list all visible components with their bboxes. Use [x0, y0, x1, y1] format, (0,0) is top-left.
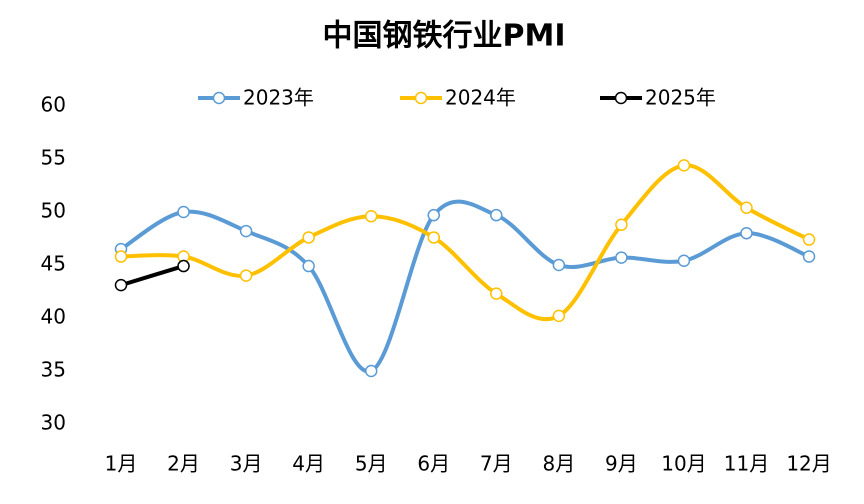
x-tick-label: 7月	[480, 452, 513, 476]
line	[120, 163, 810, 322]
legend-marker	[614, 91, 628, 105]
point	[364, 209, 378, 223]
legend-marker	[414, 91, 428, 105]
x-tick-label: 6月	[417, 452, 450, 476]
x-tick-label: 4月	[292, 452, 325, 476]
x-tick-label: 2月	[167, 452, 200, 476]
x-tick-label: 9月	[605, 452, 638, 476]
legend-label: 2024年	[445, 86, 516, 110]
point	[177, 205, 190, 219]
point	[552, 309, 566, 323]
line	[120, 264, 185, 288]
line	[119, 199, 810, 374]
y-tick-label: 60	[41, 93, 66, 117]
y-tick-label: 50	[41, 199, 66, 223]
point	[114, 250, 128, 263]
x-tick-label: 12月	[786, 452, 831, 476]
point	[427, 208, 440, 222]
point	[239, 224, 253, 238]
point	[615, 251, 628, 264]
point	[802, 233, 816, 246]
legend-label: 2023年	[243, 86, 314, 110]
point	[302, 259, 315, 273]
legend-marker	[212, 91, 226, 105]
y-tick-label: 45	[41, 252, 66, 276]
point	[364, 364, 378, 378]
point	[490, 287, 503, 300]
x-tick-label: 1月	[105, 452, 138, 476]
y-tick-label: 35	[41, 358, 66, 382]
legend-label: 2025年	[645, 86, 716, 110]
point	[427, 231, 440, 244]
point	[615, 218, 628, 231]
point	[740, 226, 753, 240]
y-tick-label: 30	[41, 411, 66, 435]
x-tick-label: 11月	[724, 452, 769, 476]
point	[302, 231, 315, 244]
point	[239, 269, 253, 282]
chart-title: 中国钢铁行业PMI	[322, 19, 565, 54]
y-tick-label: 55	[41, 146, 66, 170]
point	[177, 259, 190, 273]
point	[490, 208, 503, 222]
point	[677, 254, 691, 268]
x-tick-label: 8月	[542, 452, 575, 476]
x-tick-label: 3月	[230, 452, 263, 476]
x-tick-label: 5月	[355, 452, 388, 476]
point	[677, 159, 691, 172]
x-tick-label: 10月	[661, 452, 706, 476]
y-tick-label: 40	[41, 305, 66, 329]
point	[552, 258, 566, 272]
point	[740, 201, 753, 215]
point	[802, 250, 816, 263]
point	[114, 278, 128, 292]
